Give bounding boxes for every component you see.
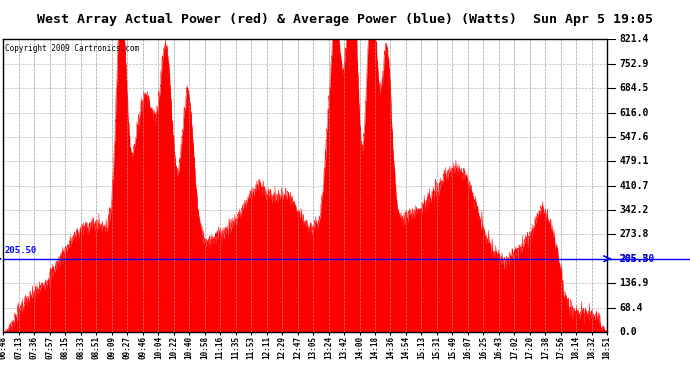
Text: 479.1: 479.1 — [620, 156, 649, 166]
Text: 205.50: 205.50 — [5, 246, 37, 255]
Text: 821.4: 821.4 — [620, 34, 649, 44]
Text: 547.6: 547.6 — [620, 132, 649, 142]
Text: 205.50: 205.50 — [620, 254, 655, 264]
Text: 68.4: 68.4 — [620, 303, 643, 312]
Text: West Array Actual Power (red) & Average Power (blue) (Watts)  Sun Apr 5 19:05: West Array Actual Power (red) & Average … — [37, 13, 653, 26]
Text: 616.0: 616.0 — [620, 108, 649, 117]
Text: 410.7: 410.7 — [620, 181, 649, 190]
Text: 0.0: 0.0 — [620, 327, 638, 337]
Text: 136.9: 136.9 — [620, 278, 649, 288]
Text: 752.9: 752.9 — [620, 59, 649, 69]
Text: Copyright 2009 Cartronics.com: Copyright 2009 Cartronics.com — [6, 44, 139, 53]
Text: 342.2: 342.2 — [620, 205, 649, 215]
Text: 273.8: 273.8 — [620, 230, 649, 239]
Text: 205.3: 205.3 — [620, 254, 649, 264]
Text: 684.5: 684.5 — [620, 83, 649, 93]
